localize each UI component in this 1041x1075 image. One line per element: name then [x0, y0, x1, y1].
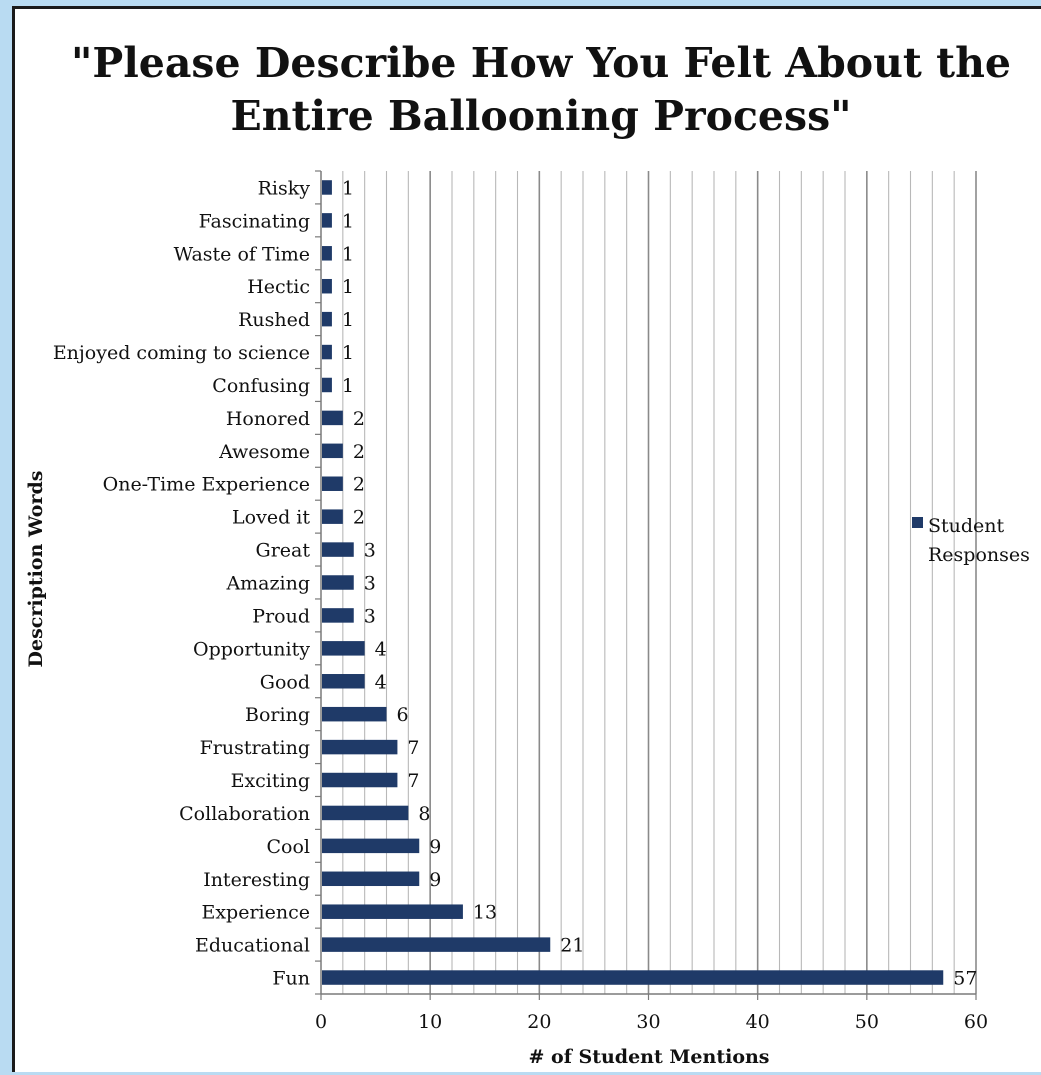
category-label: Honored	[226, 408, 310, 430]
x-axis-title: # of Student Mentions	[529, 1046, 770, 1068]
x-tick-label: 50	[855, 1011, 879, 1033]
category-label: Fascinating	[199, 210, 310, 232]
chart-title-line-1: "Please Describe How You Felt About the	[71, 39, 1011, 87]
bar	[322, 476, 343, 491]
bar	[322, 575, 354, 590]
bar	[322, 937, 551, 952]
bar	[322, 706, 387, 722]
category-label: Proud	[252, 605, 310, 627]
data-label: 3	[364, 540, 376, 562]
bar	[322, 871, 420, 887]
category-label: Frustrating	[200, 737, 310, 759]
data-label: 3	[364, 573, 376, 595]
bar	[322, 278, 332, 294]
bar	[322, 772, 398, 788]
bar	[322, 311, 332, 327]
data-label: 9	[429, 836, 441, 858]
bar	[322, 970, 944, 985]
category-label: Enjoyed coming to science	[53, 342, 310, 364]
data-label: 1	[342, 342, 354, 364]
bar	[322, 674, 365, 689]
data-label: 1	[342, 375, 354, 397]
data-label: 1	[342, 243, 354, 265]
category-label: Fun	[272, 968, 310, 990]
bar	[322, 542, 354, 557]
category-label: Waste of Time	[174, 243, 310, 265]
x-tick-label: 40	[746, 1011, 770, 1033]
legend: Student Responses	[912, 515, 1030, 566]
axes	[315, 170, 977, 1000]
category-label: Cool	[267, 836, 311, 858]
bar	[322, 739, 398, 755]
bar	[322, 344, 332, 360]
category-label: Awesome	[218, 441, 310, 463]
legend-label-line-1: Student	[928, 515, 1005, 537]
data-label: 1	[342, 309, 354, 331]
bars	[322, 180, 944, 985]
data-label: 4	[375, 671, 387, 693]
data-label: 21	[560, 935, 584, 957]
bar	[322, 443, 343, 459]
category-label: Exciting	[231, 770, 310, 792]
y-axis-title: Description Words	[25, 471, 47, 668]
bar	[322, 608, 354, 623]
data-label: 6	[397, 704, 409, 726]
category-label: One-Time Experience	[103, 474, 310, 496]
category-label: Great	[256, 540, 311, 562]
category-label: Boring	[245, 704, 310, 726]
legend-swatch	[912, 517, 923, 528]
category-label: Opportunity	[193, 638, 310, 660]
data-label: 9	[429, 869, 441, 891]
x-tick-label: 30	[636, 1011, 660, 1033]
data-label: 7	[407, 737, 419, 759]
category-label: Loved it	[232, 507, 310, 529]
data-label: 1	[342, 210, 354, 232]
category-label: Confusing	[212, 375, 310, 397]
bar	[322, 904, 463, 919]
data-label: 2	[353, 441, 365, 463]
category-label: Educational	[195, 935, 310, 957]
legend-label-line-2: Responses	[928, 544, 1030, 566]
x-tick-label: 10	[418, 1011, 442, 1033]
data-label: 1	[342, 177, 354, 199]
category-label: Amazing	[225, 573, 310, 595]
data-label: 7	[407, 770, 419, 792]
bar-chart: "Please Describe How You Felt About the …	[25, 39, 1030, 1068]
data-label: 8	[418, 803, 430, 825]
category-label: Collaboration	[179, 803, 310, 825]
data-label: 3	[364, 605, 376, 627]
data-label: 57	[953, 968, 977, 990]
bar	[322, 641, 365, 656]
category-label: Interesting	[203, 869, 310, 891]
bar	[322, 246, 332, 261]
data-label: 13	[473, 902, 497, 924]
bar	[322, 410, 343, 426]
category-label: Good	[260, 671, 310, 693]
bar	[322, 213, 332, 228]
data-label: 1	[342, 276, 354, 298]
chart-title: "Please Describe How You Felt About the …	[71, 39, 1011, 140]
x-tick-label: 20	[527, 1011, 551, 1033]
chart-title-line-2: Entire Ballooning Process"	[230, 92, 851, 140]
category-label: Risky	[258, 177, 311, 199]
bar	[322, 838, 420, 854]
x-tick-label: 60	[964, 1011, 988, 1033]
data-label: 4	[375, 638, 387, 660]
bar	[322, 805, 409, 821]
category-label: Hectic	[247, 276, 310, 298]
chart-panel: "Please Describe How You Felt About the …	[12, 6, 1041, 1072]
category-label: Experience	[201, 902, 310, 924]
gridlines	[342, 171, 977, 994]
data-label: 2	[353, 474, 365, 496]
bar	[322, 180, 332, 195]
data-label: 2	[353, 408, 365, 430]
bar	[322, 377, 332, 393]
bar	[322, 509, 343, 524]
category-label: Rushed	[238, 309, 310, 331]
x-tick-label: 0	[315, 1011, 327, 1033]
data-label: 2	[353, 507, 365, 529]
